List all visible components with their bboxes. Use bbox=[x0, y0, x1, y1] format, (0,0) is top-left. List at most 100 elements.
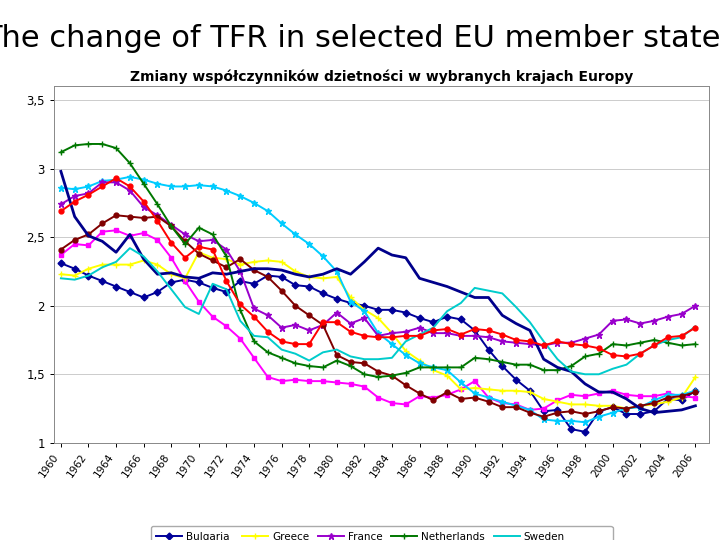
Sweden bbox=[567, 368, 575, 375]
Spain bbox=[636, 404, 644, 410]
Italy bbox=[346, 359, 355, 365]
Netherlands bbox=[374, 374, 382, 380]
France bbox=[250, 305, 258, 312]
Germany bbox=[264, 374, 272, 380]
Sweden bbox=[622, 361, 631, 368]
Poland bbox=[415, 275, 424, 281]
Greece bbox=[664, 399, 672, 405]
Germany bbox=[622, 392, 631, 398]
Poland bbox=[402, 254, 410, 261]
Spain bbox=[291, 231, 300, 238]
Bulgaria bbox=[333, 295, 341, 302]
Bulgaria bbox=[208, 285, 217, 291]
Germany bbox=[456, 386, 465, 393]
Germany bbox=[526, 407, 534, 413]
Netherlands bbox=[649, 337, 658, 343]
Germany bbox=[333, 379, 341, 386]
Italy bbox=[636, 402, 644, 409]
France bbox=[291, 322, 300, 328]
Poland bbox=[194, 275, 203, 281]
Italy bbox=[125, 213, 134, 220]
United Kingdom bbox=[167, 239, 176, 246]
Germany bbox=[664, 390, 672, 397]
Greece bbox=[319, 275, 328, 281]
Sweden bbox=[402, 338, 410, 345]
United Kingdom bbox=[181, 254, 189, 261]
Poland bbox=[636, 406, 644, 412]
Greece bbox=[470, 384, 479, 391]
Sweden bbox=[470, 285, 479, 291]
Bulgaria bbox=[236, 278, 245, 284]
Italy bbox=[57, 246, 66, 253]
Spain bbox=[387, 341, 396, 347]
Greece bbox=[415, 357, 424, 364]
Spain bbox=[512, 402, 521, 409]
Poland bbox=[140, 256, 148, 262]
Italy bbox=[553, 409, 562, 416]
Greece bbox=[595, 402, 603, 409]
Greece bbox=[387, 330, 396, 336]
France bbox=[636, 320, 644, 327]
France bbox=[608, 318, 617, 324]
France bbox=[222, 246, 230, 253]
Bulgaria bbox=[539, 408, 548, 415]
France bbox=[622, 316, 631, 323]
Bulgaria bbox=[526, 388, 534, 394]
United Kingdom bbox=[333, 319, 341, 326]
Netherlands bbox=[636, 340, 644, 346]
United Kingdom bbox=[649, 342, 658, 349]
France bbox=[649, 318, 658, 324]
France bbox=[512, 340, 521, 346]
France bbox=[553, 340, 562, 346]
Netherlands bbox=[691, 341, 700, 347]
United Kingdom bbox=[57, 208, 66, 214]
Poland bbox=[305, 274, 313, 280]
Sweden bbox=[181, 304, 189, 310]
Germany bbox=[208, 313, 217, 320]
United Kingdom bbox=[484, 327, 492, 334]
France bbox=[194, 238, 203, 245]
Line: Poland: Poland bbox=[61, 171, 696, 413]
Germany bbox=[402, 401, 410, 408]
Poland bbox=[98, 238, 107, 245]
Sweden bbox=[222, 286, 230, 293]
Sweden bbox=[153, 268, 162, 275]
Spain bbox=[470, 390, 479, 397]
Greece bbox=[153, 261, 162, 268]
Poland bbox=[374, 245, 382, 252]
Poland bbox=[208, 269, 217, 276]
United Kingdom bbox=[277, 338, 286, 345]
Netherlands bbox=[125, 160, 134, 166]
Poland bbox=[71, 213, 79, 220]
Spain bbox=[678, 392, 686, 398]
Spain bbox=[374, 330, 382, 336]
France bbox=[691, 302, 700, 309]
Germany bbox=[498, 400, 507, 406]
Bulgaria bbox=[387, 307, 396, 313]
Spain bbox=[181, 183, 189, 190]
Poland bbox=[125, 231, 134, 238]
Line: Greece: Greece bbox=[58, 249, 699, 412]
United Kingdom bbox=[539, 342, 548, 349]
Greece bbox=[581, 401, 590, 408]
Sweden bbox=[649, 342, 658, 349]
France bbox=[277, 325, 286, 331]
Netherlands bbox=[512, 361, 521, 368]
Spain bbox=[553, 417, 562, 424]
Italy bbox=[374, 368, 382, 375]
Germany bbox=[553, 397, 562, 403]
Netherlands bbox=[456, 364, 465, 370]
France bbox=[264, 312, 272, 319]
Germany bbox=[112, 227, 120, 234]
Poland bbox=[553, 364, 562, 370]
Poland bbox=[649, 409, 658, 416]
United Kingdom bbox=[112, 175, 120, 181]
Germany bbox=[429, 394, 438, 401]
France bbox=[181, 231, 189, 238]
Germany bbox=[415, 393, 424, 400]
Germany bbox=[443, 392, 451, 398]
Italy bbox=[84, 231, 93, 238]
Spain bbox=[153, 180, 162, 187]
Spain bbox=[498, 399, 507, 405]
Bulgaria bbox=[402, 309, 410, 316]
